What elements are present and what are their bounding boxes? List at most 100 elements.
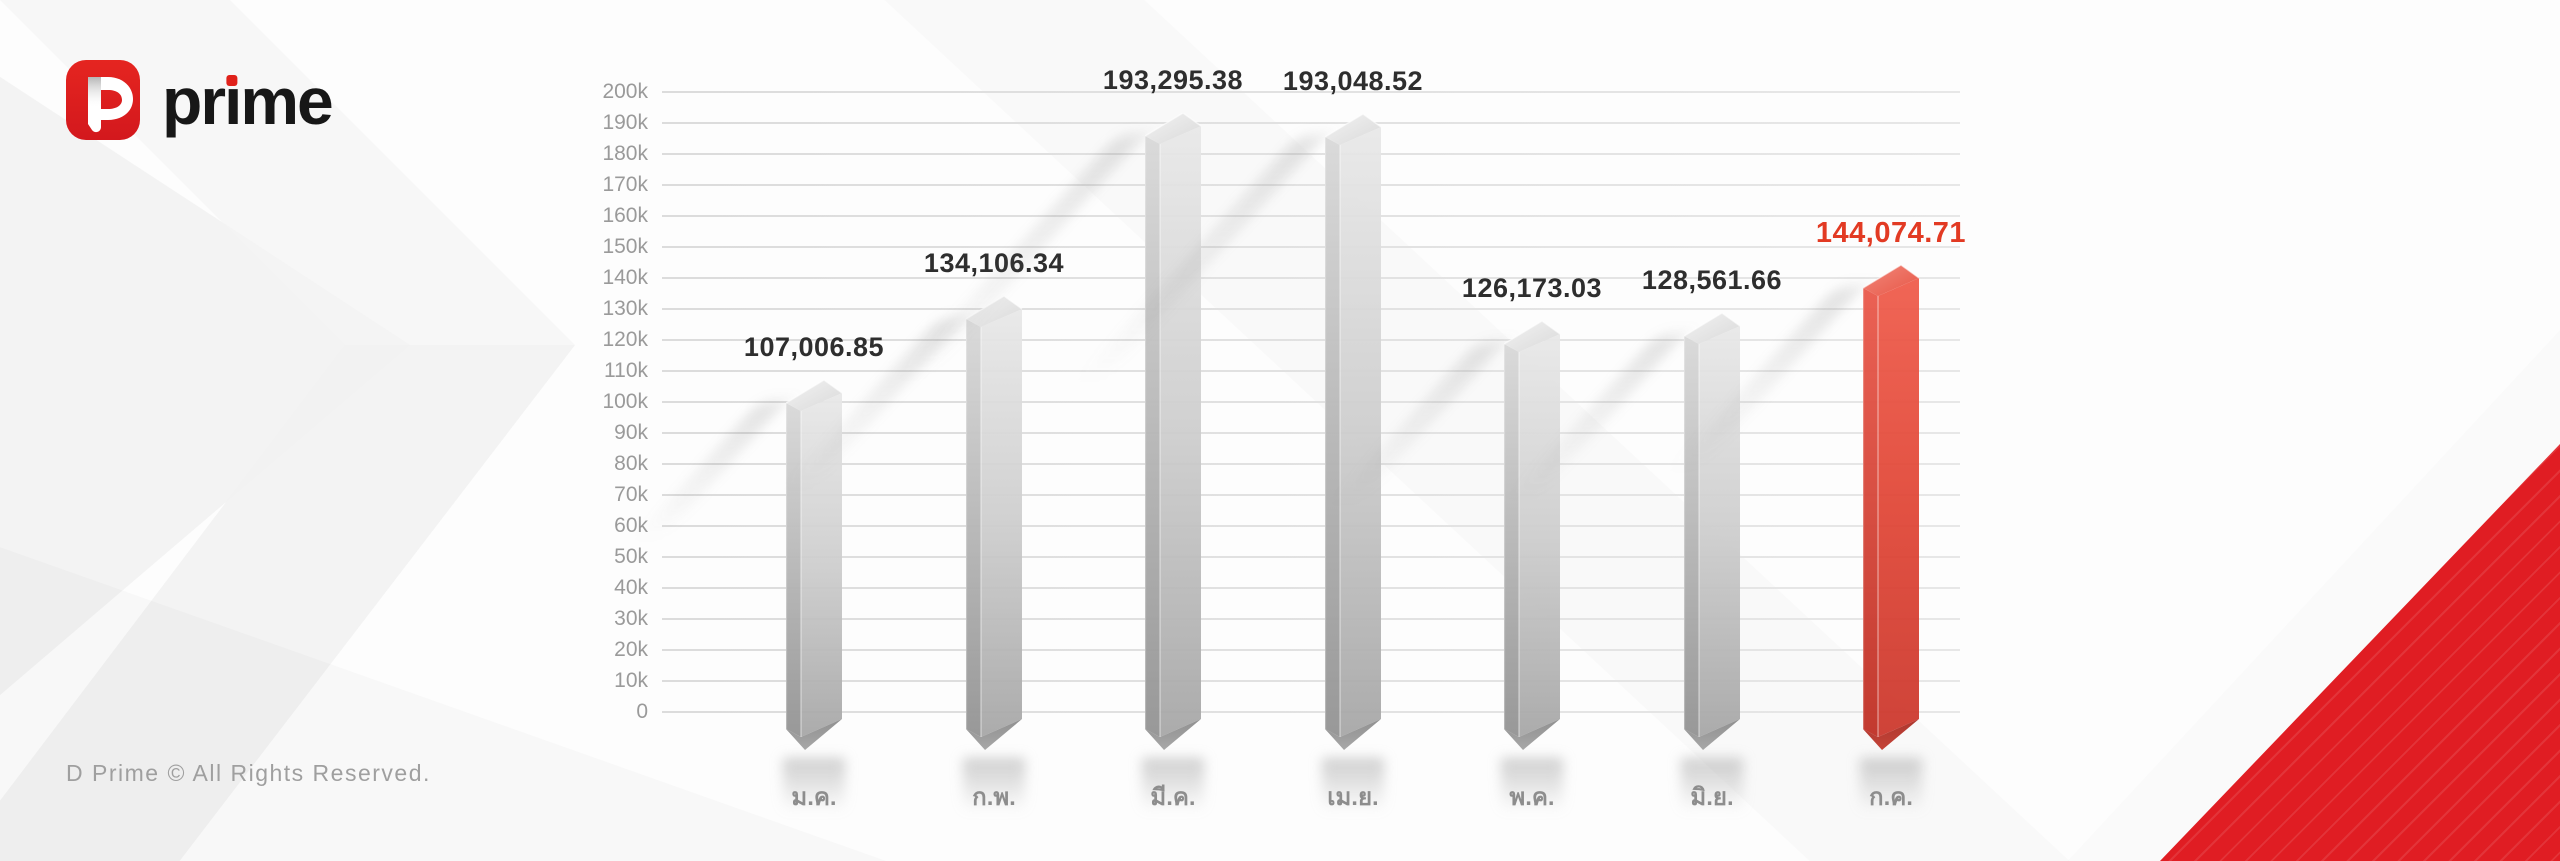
x-axis-category-label: มิ.ย. (1690, 784, 1734, 811)
bar-bottom-face (1863, 719, 1919, 750)
y-axis-tick-label: 90k (614, 421, 648, 444)
gridline (662, 339, 1960, 341)
bar-bottom-face (1684, 719, 1740, 750)
gridline (662, 215, 1960, 217)
bar-value-label: 193,048.52 (1282, 66, 1424, 96)
y-axis-tick-label: 80k (614, 452, 648, 475)
gridline (662, 649, 1960, 651)
y-axis-tick-label: 140k (602, 266, 648, 289)
bar-reflection (1142, 758, 1204, 812)
bar-left-face (1504, 344, 1519, 737)
bar-value-label: 144,074.71 (1815, 217, 1967, 249)
bar-reflection (1322, 758, 1384, 812)
bar-top-face (1145, 113, 1201, 144)
bar-bottom-face (966, 719, 1022, 750)
y-axis-tick-label: 200k (602, 80, 648, 103)
bar-7-highlight (1863, 265, 1920, 750)
bar-bottom-face (1325, 719, 1381, 750)
bar-front-face (801, 393, 842, 737)
gridline (662, 122, 1960, 124)
gridline (662, 618, 1960, 620)
bar-left-face (786, 403, 801, 737)
bar-reflection (963, 758, 1025, 812)
brand-i-dot (226, 74, 238, 86)
gridline (662, 153, 1960, 155)
y-axis-tick-label: 50k (500, 546, 648, 568)
y-axis-tick-label: 60k (614, 514, 648, 537)
gridline (662, 184, 1960, 186)
bar-value-label: 193,295.38 (1102, 65, 1244, 95)
y-axis-tick-label: 190k (602, 111, 648, 134)
x-axis-category-label: เม.ย. (1327, 784, 1379, 811)
gridline (662, 401, 1960, 403)
bar-bottom-face (786, 719, 842, 750)
d-prime-logo-icon (66, 60, 140, 140)
bar-top-face (1684, 313, 1740, 344)
bar-top-face (1863, 265, 1919, 296)
bar-6 (1684, 313, 1741, 750)
bar-front-face (1699, 326, 1740, 737)
gridline (662, 432, 1960, 434)
bar-bottom-face (1504, 719, 1560, 750)
y-axis-tick-label: 130k (602, 297, 648, 320)
bar-bottom-face (1145, 719, 1201, 750)
x-axis-category-label: ก.พ. (972, 784, 1016, 811)
x-axis-category-label: ม.ค. (791, 784, 837, 811)
y-axis-tick-label: 40k (614, 576, 648, 599)
bar-value-label: 128,561.66 (1641, 265, 1783, 295)
bar-4 (1325, 114, 1382, 750)
bar-front-face (1340, 127, 1381, 737)
bar-top-face (1504, 321, 1560, 352)
y-axis-tick-label: 30k (614, 607, 648, 630)
bar-front-face (981, 309, 1022, 737)
gridline (662, 711, 1960, 713)
gridline (662, 680, 1960, 682)
y-axis-tick-label: 20k (614, 638, 648, 661)
copyright-text: D Prime © All Rights Reserved. (66, 760, 431, 786)
brand-letter: r (200, 64, 226, 138)
bar-top-face (786, 380, 842, 411)
bar-reflection (1501, 758, 1563, 812)
x-axis-category-label: พ.ค. (1509, 784, 1555, 811)
gridline (662, 463, 1960, 465)
y-axis-tick-label: 110k (604, 359, 648, 382)
y-axis-tick-label: 70k (614, 483, 648, 506)
brand-letter: m (240, 64, 299, 138)
y-axis-tick-label: 150k (602, 235, 648, 258)
bar-front-face (1519, 334, 1560, 737)
gridline (662, 370, 1960, 372)
gridline (662, 246, 1960, 248)
bar-front-face (1160, 126, 1201, 737)
y-axis-tick-label: 0 (636, 700, 648, 723)
y-axis-tick-label: 100k (602, 390, 648, 413)
bar-reflection (783, 758, 845, 812)
y-axis-tick-label: 170k (602, 173, 648, 196)
bar-5 (1504, 321, 1561, 750)
bar-top-face (966, 296, 1022, 327)
bar-3 (1145, 113, 1202, 750)
brand-letter: e (297, 64, 334, 138)
bar-left-face (1684, 336, 1699, 737)
gridline (662, 277, 1960, 279)
bar-value-label: 126,173.03 (1461, 273, 1603, 303)
bar-1 (786, 380, 843, 750)
x-axis-category-label: ก.ค. (1869, 784, 1913, 811)
y-axis-tick-label: 180k (602, 142, 648, 165)
gridline (662, 525, 1960, 527)
bar-front-face (1878, 278, 1919, 737)
y-axis-tick-label: 120k (602, 328, 648, 351)
bar-top-face (1325, 114, 1381, 145)
bar-value-label: 107,006.85 (743, 332, 885, 362)
bar-reflection (1860, 758, 1922, 812)
gridline (662, 494, 1960, 496)
bar-2 (966, 296, 1023, 750)
bar-left-face (966, 319, 981, 737)
gridline (662, 556, 1960, 558)
bar-reflection (1681, 758, 1743, 812)
gridline (662, 91, 1960, 93)
